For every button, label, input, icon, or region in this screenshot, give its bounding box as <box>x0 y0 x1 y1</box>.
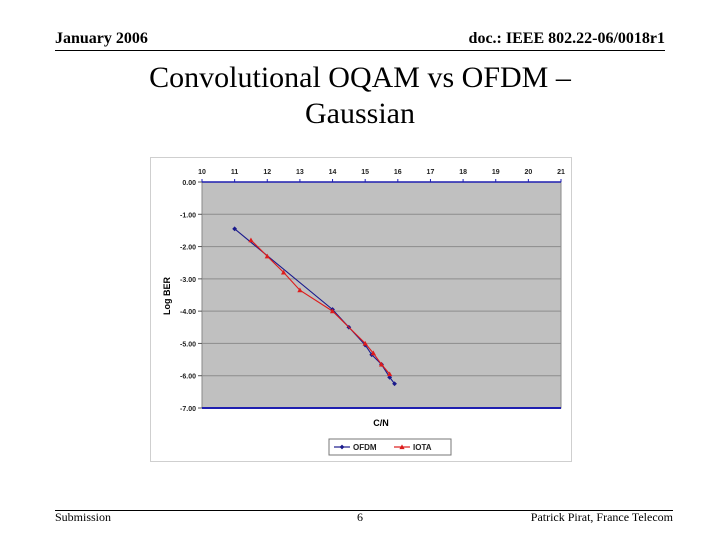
data-point-iota <box>362 340 368 346</box>
x-tick-label: 12 <box>263 169 271 176</box>
legend-label-iota: IOTA <box>413 443 432 452</box>
footer-submission: Submission <box>55 510 112 524</box>
data-point-iota <box>297 287 303 293</box>
data-point-ofdm <box>232 226 238 232</box>
data-point-iota <box>387 371 393 377</box>
y-tick-label: -5.00 <box>180 341 196 348</box>
x-tick-label: 11 <box>231 169 239 176</box>
x-tick-label: 21 <box>557 169 565 176</box>
y-tick-label: 0.00 <box>182 180 196 187</box>
header-rule <box>55 50 665 51</box>
ber-chart: 0.00 -1.00 -2.00 -3.00 -4.00 -5.00 -6.00 -7.00 1… <box>162 169 565 456</box>
footer-rule <box>55 510 673 511</box>
data-point-iota <box>280 269 287 275</box>
x-tick-label: 13 <box>296 169 304 176</box>
data-point-iota <box>378 361 385 367</box>
header-date: January 2006 <box>55 30 148 47</box>
y-tick-label: -3.00 <box>180 277 196 284</box>
y-tick-label: -6.00 <box>180 374 196 381</box>
data-point-iota <box>329 308 336 314</box>
data-point-ofdm <box>392 381 397 387</box>
x-tick-label: 14 <box>329 169 337 176</box>
x-tick-label: 17 <box>427 169 435 176</box>
slide-title: Convolutional OQAM vs OFDM – Gaussian <box>60 60 660 132</box>
legend-label-ofdm: OFDM <box>353 443 377 452</box>
y-tick-label: -7.00 <box>180 406 196 413</box>
y-axis-title: Log BER <box>162 277 172 315</box>
x-tick-label: 19 <box>492 169 500 176</box>
slide-title-line-2: Gaussian <box>305 97 415 130</box>
plot-area <box>201 181 562 409</box>
data-point-iota <box>370 350 376 356</box>
legend-marker-iota <box>399 444 405 450</box>
y-tick-label: -2.00 <box>180 245 196 252</box>
chart-frame: 0.00 -1.00 -2.00 -3.00 -4.00 -5.00 -6.00 -7.00 1… <box>150 157 572 462</box>
legend-box <box>328 438 452 456</box>
x-tick-label: 18 <box>459 169 467 176</box>
x-tick-label: 15 <box>361 169 369 176</box>
legend-marker-ofdm <box>339 444 345 450</box>
x-tick-label: 10 <box>198 169 206 176</box>
y-tick-label: -4.00 <box>180 309 196 316</box>
header-doc-id: doc.: IEEE 802.22-06/0018r1 <box>468 30 665 47</box>
y-tick-label: -1.00 <box>180 212 196 219</box>
x-tick-label: 20 <box>524 169 532 176</box>
data-point-iota <box>248 237 254 243</box>
chart-legend: OFDM IOTA <box>328 438 452 456</box>
x-axis-title: C/N <box>373 418 389 428</box>
footer-page-number: 6 <box>357 510 363 524</box>
data-point-iota <box>264 253 270 259</box>
slide-title-line-1: Convolutional OQAM vs OFDM – <box>149 61 571 94</box>
x-tick-label: 16 <box>394 169 402 176</box>
footer-author: Patrick Pirat, France Telecom <box>530 510 673 524</box>
